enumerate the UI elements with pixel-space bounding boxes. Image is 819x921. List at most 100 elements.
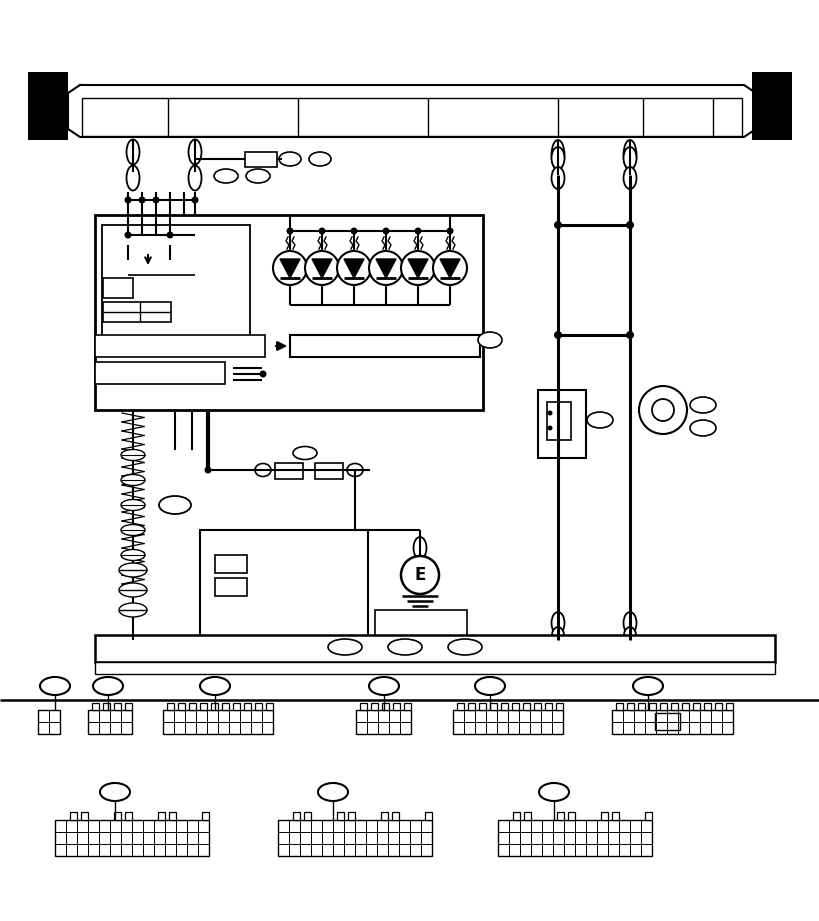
Bar (103, 302, 171, 322)
Bar (95, 662, 774, 674)
Bar (468, 703, 474, 710)
Bar (370, 703, 378, 710)
Ellipse shape (551, 612, 563, 634)
Bar (337, 812, 344, 820)
Circle shape (625, 331, 633, 339)
Ellipse shape (622, 627, 636, 649)
Ellipse shape (477, 332, 501, 348)
Circle shape (350, 227, 357, 235)
Ellipse shape (632, 677, 663, 695)
Ellipse shape (551, 627, 563, 649)
Circle shape (432, 251, 467, 285)
Bar (637, 703, 645, 710)
Bar (523, 812, 531, 820)
Ellipse shape (100, 783, 130, 801)
Bar (725, 703, 732, 710)
Bar (670, 703, 677, 710)
Bar (114, 812, 121, 820)
Bar (611, 710, 732, 734)
Polygon shape (68, 85, 755, 137)
Circle shape (318, 227, 325, 235)
Bar (555, 703, 563, 710)
Polygon shape (279, 259, 300, 278)
Ellipse shape (126, 139, 139, 165)
Polygon shape (440, 259, 459, 278)
Bar (704, 703, 710, 710)
Bar (404, 703, 410, 710)
Circle shape (286, 227, 293, 235)
Bar (645, 812, 651, 820)
Circle shape (124, 196, 131, 204)
Ellipse shape (121, 499, 145, 510)
Ellipse shape (551, 167, 563, 189)
Bar (28, 72, 68, 140)
Bar (88, 710, 132, 734)
Bar (478, 703, 486, 710)
Bar (103, 278, 133, 298)
Bar (278, 820, 432, 856)
Circle shape (414, 227, 421, 235)
Circle shape (547, 411, 552, 415)
Bar (215, 578, 247, 596)
Bar (55, 820, 209, 856)
Circle shape (152, 196, 160, 204)
Bar (533, 703, 541, 710)
Ellipse shape (689, 397, 715, 413)
Ellipse shape (551, 140, 563, 170)
Bar (751, 72, 791, 140)
Bar (537, 390, 586, 458)
Ellipse shape (387, 639, 422, 655)
Ellipse shape (318, 783, 347, 801)
Ellipse shape (278, 152, 301, 166)
Circle shape (554, 331, 561, 339)
Bar (95, 362, 224, 384)
Ellipse shape (188, 139, 201, 165)
Bar (178, 703, 185, 710)
Ellipse shape (246, 169, 269, 183)
Bar (490, 703, 496, 710)
Bar (391, 812, 399, 820)
Bar (627, 703, 633, 710)
Ellipse shape (328, 639, 361, 655)
Ellipse shape (93, 677, 123, 695)
Bar (222, 703, 229, 710)
Ellipse shape (413, 537, 426, 559)
Bar (500, 703, 508, 710)
Ellipse shape (119, 603, 147, 617)
Bar (600, 812, 607, 820)
Ellipse shape (159, 496, 191, 514)
Bar (290, 335, 479, 357)
Ellipse shape (200, 677, 229, 695)
Bar (523, 703, 529, 710)
Bar (124, 703, 132, 710)
Bar (167, 703, 174, 710)
Ellipse shape (40, 677, 70, 695)
Bar (513, 812, 519, 820)
Circle shape (124, 231, 131, 239)
Bar (714, 703, 721, 710)
Ellipse shape (255, 463, 270, 476)
Bar (38, 710, 60, 734)
Bar (158, 812, 165, 820)
Bar (355, 710, 410, 734)
Ellipse shape (121, 550, 145, 561)
Bar (556, 812, 563, 820)
Ellipse shape (689, 420, 715, 436)
Bar (233, 703, 240, 710)
Ellipse shape (346, 463, 363, 476)
Bar (81, 812, 88, 820)
Bar (659, 703, 666, 710)
Bar (497, 820, 651, 856)
Ellipse shape (551, 147, 563, 169)
Circle shape (625, 221, 633, 229)
Ellipse shape (126, 166, 139, 191)
Ellipse shape (214, 169, 238, 183)
Polygon shape (344, 259, 364, 278)
Bar (304, 812, 310, 820)
Polygon shape (311, 259, 332, 278)
Bar (201, 812, 209, 820)
Bar (210, 703, 218, 710)
Bar (255, 703, 262, 710)
Ellipse shape (121, 449, 145, 460)
Bar (681, 703, 688, 710)
